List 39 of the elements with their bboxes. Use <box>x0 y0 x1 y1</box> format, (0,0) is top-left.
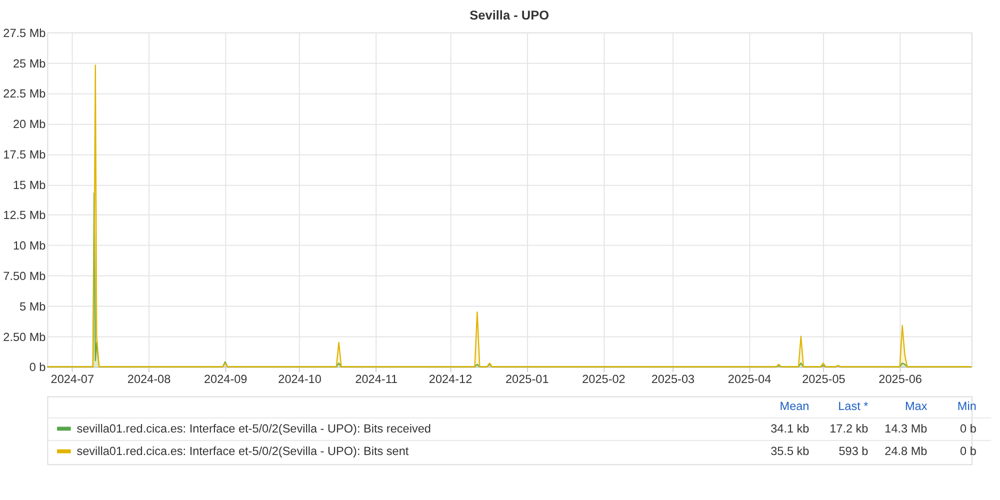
x-tick-label: 2024-07 <box>50 372 94 386</box>
x-tick-label: 2025-06 <box>878 372 922 386</box>
x-tick-label: 2024-12 <box>428 372 472 386</box>
chart-title: Sevilla - UPO <box>470 8 550 23</box>
y-tick-label: 20 Mb <box>12 118 46 132</box>
x-tick-label: 2024-09 <box>204 372 248 386</box>
y-tick-label: 2.50 Mb <box>3 330 46 344</box>
text: Max <box>904 400 928 414</box>
text: 593 b <box>838 445 869 458</box>
x-tick-label: 2025-05 <box>802 372 846 386</box>
legend-label: sevilla01.red.cica.es: Interface et-5/0/2(Sevilla - UPO): Bits received <box>76 422 431 436</box>
text: Min <box>957 400 976 414</box>
y-tick-label: 22.5 Mb <box>3 88 46 101</box>
y-tick-label: 12.5 Mb <box>3 209 46 222</box>
y-tick-label: 10 Mb <box>12 240 46 253</box>
x-tick-label: 2025-03 <box>651 372 695 386</box>
y-tick-label: 27.5 Mb <box>3 26 46 40</box>
y-tick-label: 17.5 Mb <box>3 148 46 162</box>
text: 14.3 Mb <box>884 422 928 436</box>
y-tick-label: 0 b <box>29 361 46 374</box>
text: Last * <box>838 400 869 414</box>
text: 17.2 kb <box>830 422 869 436</box>
x-tick-label: 2025-04 <box>728 372 772 386</box>
text: 34.1 kb <box>770 422 810 436</box>
x-tick-label: 2024-10 <box>278 372 322 386</box>
y-tick-label: 5 Mb <box>20 300 46 314</box>
text: 0 b <box>960 445 977 458</box>
y-tick-label: 7.50 Mb <box>3 270 46 283</box>
text: Mean <box>780 400 810 414</box>
text: 0 b <box>960 422 977 436</box>
text: 35.5 kb <box>770 445 810 458</box>
y-tick-label: 25 Mb <box>12 57 46 70</box>
text: 24.8 Mb <box>884 445 928 458</box>
legend-label: sevilla01.red.cica.es: Interface et-5/0/2(Sevilla - UPO): Bits sent <box>76 445 410 458</box>
x-tick-label: 2025-01 <box>506 372 549 386</box>
x-tick-label: 2024-08 <box>127 372 172 386</box>
y-tick-label: 15 Mb <box>12 178 46 192</box>
x-tick-label: 2025-02 <box>582 372 626 386</box>
x-tick-label: 2024-11 <box>355 372 398 386</box>
